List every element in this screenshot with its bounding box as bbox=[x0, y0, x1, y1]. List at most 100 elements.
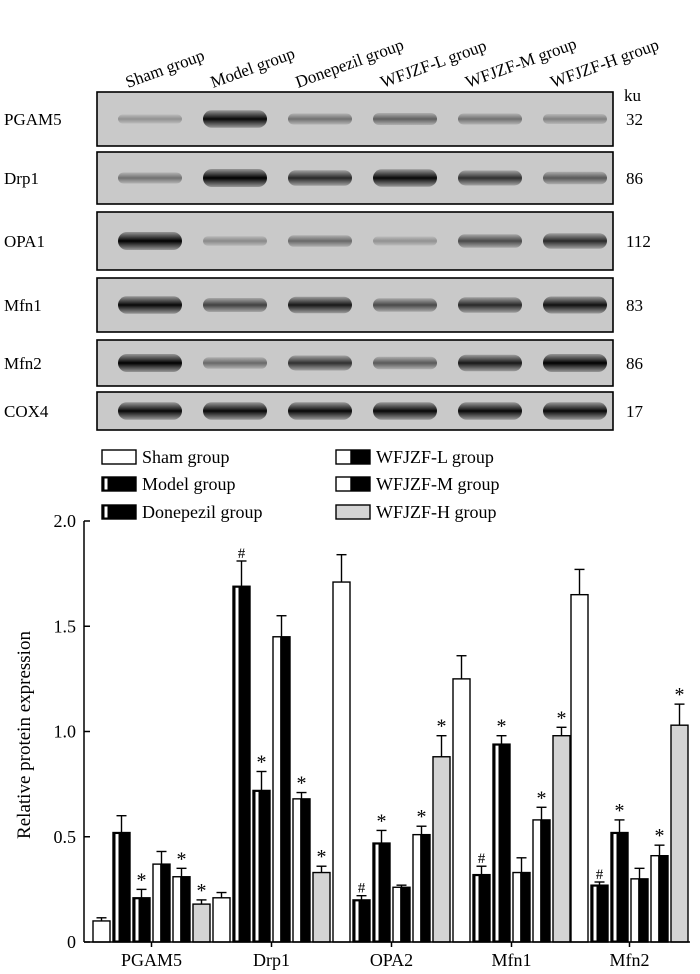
bar: * bbox=[610, 800, 629, 943]
significance-mark: * bbox=[437, 716, 447, 738]
blot-band bbox=[203, 402, 267, 420]
blot-kda-label: 83 bbox=[626, 296, 643, 315]
blot-band bbox=[458, 234, 522, 248]
blot-group-label: Sham group bbox=[123, 46, 207, 92]
bar: * bbox=[670, 684, 689, 943]
x-tick-label: OPA2 bbox=[370, 950, 413, 970]
bar-group: # * * * bbox=[212, 546, 331, 943]
blot-band bbox=[288, 170, 352, 186]
blot-band bbox=[118, 296, 182, 314]
bar-body bbox=[335, 504, 371, 520]
blot-band bbox=[373, 356, 437, 370]
blot-membrane bbox=[96, 151, 614, 205]
bar-fill bbox=[658, 855, 668, 942]
blot-band bbox=[288, 355, 352, 371]
legend-item: Sham group bbox=[101, 447, 230, 467]
chart-legend: Sham group Model group Donepezil group WFJZ… bbox=[101, 447, 500, 522]
blot-row: Mfn2 86 bbox=[4, 339, 643, 387]
x-tick-label: Mfn1 bbox=[492, 950, 532, 970]
bar bbox=[512, 857, 531, 943]
bar: * bbox=[412, 806, 431, 943]
blot-rows: PGAM5 32 Drp1 86 OPA1 112 Mfn1 83 Mfn2 86 COX4 17 bbox=[4, 91, 651, 431]
blot-band bbox=[118, 232, 182, 250]
blot-band bbox=[543, 114, 607, 124]
bar: * bbox=[172, 848, 191, 943]
blot-kda-label: 86 bbox=[626, 354, 643, 373]
blot-band bbox=[203, 110, 267, 128]
bar: * bbox=[492, 716, 511, 943]
blot-row: OPA1 112 bbox=[4, 211, 651, 271]
significance-mark: * bbox=[497, 716, 507, 738]
bar-group: # * * * bbox=[570, 568, 689, 943]
blot-protein-label: PGAM5 bbox=[4, 110, 62, 129]
blot-kda-label: 32 bbox=[626, 110, 643, 129]
blot-band bbox=[458, 170, 522, 186]
blot-band bbox=[288, 113, 352, 125]
bar-body bbox=[312, 871, 331, 943]
bar-highlight bbox=[104, 478, 108, 490]
bar-body bbox=[570, 593, 589, 943]
blot-band bbox=[203, 298, 267, 312]
blot-protein-label: Mfn2 bbox=[4, 354, 42, 373]
blot-band bbox=[118, 172, 182, 184]
bar-fill bbox=[180, 876, 190, 942]
bar bbox=[392, 884, 411, 943]
bar-highlight bbox=[375, 844, 379, 941]
significance-mark: # bbox=[596, 867, 604, 883]
blot-band bbox=[543, 354, 607, 372]
significance-mark: * bbox=[537, 787, 547, 809]
x-tick-label: PGAM5 bbox=[121, 950, 182, 970]
blot-band bbox=[373, 298, 437, 312]
blot-band bbox=[373, 236, 437, 246]
blot-protein-label: Drp1 bbox=[4, 169, 39, 188]
bar-group: # * * * bbox=[452, 655, 571, 943]
significance-mark: # bbox=[358, 881, 366, 897]
blot-band bbox=[373, 169, 437, 187]
blot-kda-label: 17 bbox=[626, 402, 644, 421]
significance-mark: * bbox=[317, 846, 327, 868]
blot-row: Mfn1 83 bbox=[4, 277, 643, 333]
bar: # bbox=[352, 881, 371, 943]
legend-item: WFJZF-L group bbox=[335, 447, 494, 467]
bar-body bbox=[332, 581, 351, 943]
bar-fill bbox=[400, 887, 410, 942]
bar-body bbox=[101, 504, 137, 520]
blot-row: PGAM5 32 bbox=[4, 91, 643, 147]
bar-body bbox=[101, 449, 137, 465]
bar: * bbox=[192, 880, 211, 943]
bar: # bbox=[590, 867, 609, 943]
legend-item: Model group bbox=[101, 474, 236, 494]
blot-band bbox=[203, 236, 267, 246]
blot-membrane bbox=[96, 391, 614, 431]
bars: * * * # * * * # * * * # * * * # * * * bbox=[92, 546, 689, 943]
significance-mark: * bbox=[655, 825, 665, 847]
bar-highlight bbox=[613, 834, 617, 941]
bar-highlight bbox=[355, 901, 359, 941]
blot-row: Drp1 86 bbox=[4, 151, 643, 205]
blot-band bbox=[288, 402, 352, 420]
bar: * bbox=[432, 716, 451, 943]
bar-highlight bbox=[593, 886, 597, 941]
bar-fill bbox=[420, 834, 430, 942]
bar-fill bbox=[520, 872, 530, 942]
bar-fill bbox=[300, 798, 310, 942]
blot-membrane bbox=[96, 339, 614, 387]
legend-label: Model group bbox=[142, 474, 236, 494]
bar-body bbox=[432, 756, 451, 943]
bar-fill bbox=[160, 864, 170, 942]
blot-membrane bbox=[96, 211, 614, 271]
bar-highlight bbox=[135, 899, 139, 941]
bar bbox=[570, 568, 589, 943]
blot-kda-label: 86 bbox=[626, 169, 643, 188]
significance-mark: # bbox=[238, 546, 246, 562]
bar-body bbox=[452, 678, 471, 943]
bar-fill bbox=[280, 636, 290, 942]
bar-fill bbox=[638, 878, 648, 942]
blot-band bbox=[288, 235, 352, 247]
bar-body bbox=[552, 735, 571, 943]
bar: * bbox=[650, 825, 669, 943]
bar: * bbox=[552, 707, 571, 943]
bar-fill bbox=[540, 819, 550, 942]
blot-band bbox=[543, 171, 607, 185]
